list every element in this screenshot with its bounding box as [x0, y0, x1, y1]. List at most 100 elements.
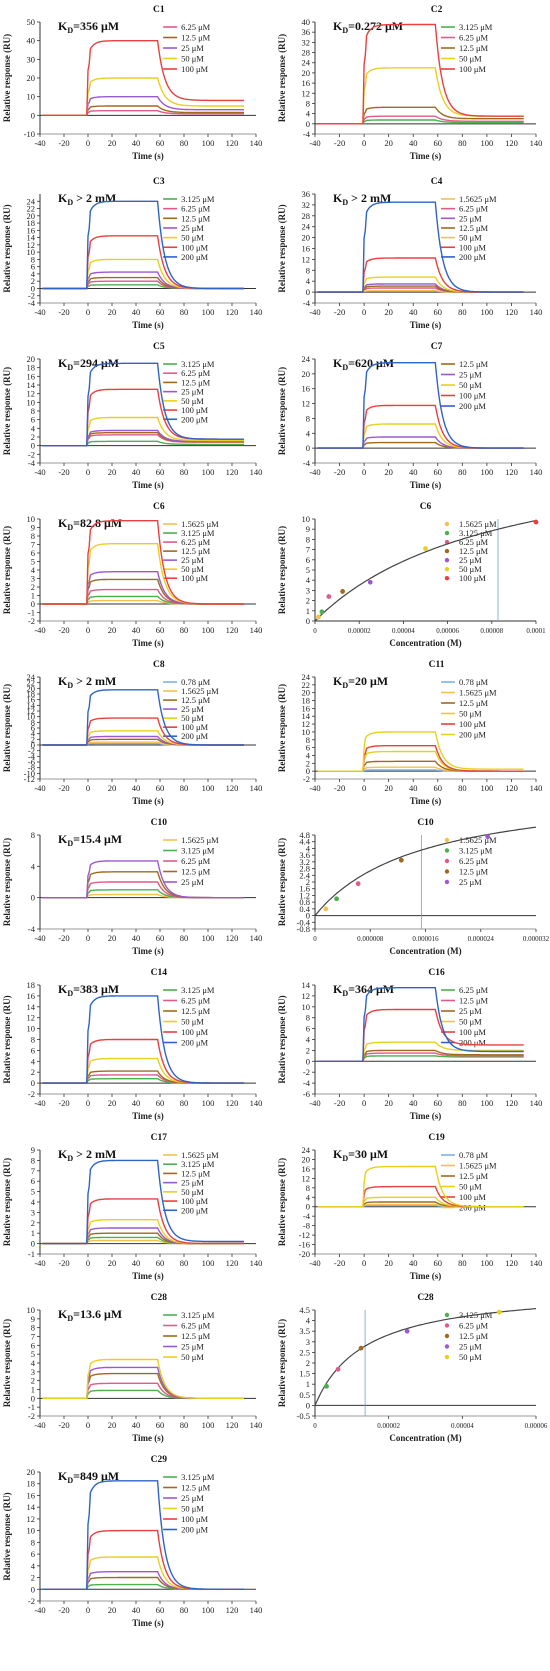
legend-label: 6.25 μM [181, 996, 211, 1006]
y-tick-label: -20 [299, 1249, 310, 1259]
legend-label: 12.5 μM [181, 1168, 211, 1178]
x-tick-label: 100 [202, 138, 215, 148]
legend-label: 25 μM [181, 1178, 204, 1188]
legend-label: 50 μM [459, 709, 482, 719]
legend-label: 50 μM [181, 396, 204, 406]
legend-label: 25 μM [181, 387, 204, 397]
y-tick-label: 6 [306, 1024, 310, 1034]
x-tick-label: 40 [132, 467, 141, 477]
x-tick-label: 20 [108, 1420, 117, 1430]
legend-label: 25 μM [459, 1342, 482, 1352]
x-tick-label: 120 [505, 1098, 518, 1108]
x-tick-label: 0.00006 [525, 1422, 548, 1430]
y-tick-label: -2 [28, 746, 35, 756]
x-tick-label: 100 [481, 307, 494, 317]
x-tick-label: 80 [180, 138, 189, 148]
x-tick-label: -20 [334, 138, 345, 148]
x-tick-label: 0 [362, 1258, 366, 1268]
y-tick-label: 7 [306, 545, 310, 555]
legend-label: 25 μM [181, 555, 204, 565]
y-tick-label: 12 [302, 254, 311, 264]
x-tick-label: 0.00004 [451, 1422, 474, 1430]
x-tick-label: -20 [58, 1605, 69, 1615]
x-tick-label: 80 [458, 138, 467, 148]
y-tick-label: 16 [302, 703, 311, 713]
legend-label: 12.5 μM [459, 359, 489, 369]
y-tick-label: 7 [31, 540, 35, 550]
y-tick-label: 0 [306, 443, 310, 453]
x-tick-label: -20 [58, 1098, 69, 1108]
x-tick-label: 40 [132, 1605, 141, 1615]
x-tick-label: 120 [226, 307, 239, 317]
x-tick-label: 0.00006 [436, 627, 459, 635]
y-tick-label: 4 [31, 861, 36, 871]
x-axis-label: Time (s) [132, 1433, 164, 1443]
y-tick-label: 12 [302, 719, 311, 729]
series-line [317, 257, 524, 293]
y-tick-label: 8 [31, 406, 35, 416]
legend-label: 25 μM [459, 370, 482, 380]
legend-label: 25 μM [181, 43, 204, 53]
x-tick-label: 60 [434, 1098, 443, 1108]
chart-title: C6 [420, 502, 432, 512]
x-tick-label: 120 [505, 138, 518, 148]
series-line [42, 1480, 244, 1591]
x-tick-label: 0.000024 [468, 935, 495, 943]
kd-label: KD > 2 mM [58, 1147, 116, 1163]
x-tick-label: 140 [530, 1258, 543, 1268]
x-tick-label: 80 [180, 1605, 189, 1615]
x-tick-label: 20 [108, 1098, 117, 1108]
y-tick-label: 24 [27, 672, 36, 682]
legend-label: 0.78 μM [459, 677, 489, 687]
x-tick-label: 60 [434, 307, 443, 317]
y-tick-label: 2 [31, 432, 35, 442]
legend-label: 200 μM [181, 1205, 208, 1215]
y-tick-label: 0 [306, 1400, 310, 1410]
legend-label: 200 μM [181, 1525, 208, 1535]
x-tick-label: 20 [384, 138, 393, 148]
y-tick-label: 3.6 [299, 850, 310, 860]
y-tick-label: 0.4 [299, 904, 310, 914]
y-tick-label: 10 [302, 727, 311, 737]
series-line [317, 201, 524, 293]
x-tick-label: -20 [334, 307, 345, 317]
chart-title: C29 [151, 1455, 168, 1465]
y-tick-label: 18 [302, 696, 311, 706]
y-tick-label: 1 [306, 1379, 310, 1389]
y-tick-label: 10 [27, 247, 36, 257]
x-tick-label: 80 [180, 307, 189, 317]
y-tick-label: 4 [306, 575, 311, 585]
y-tick-label: 0 [306, 1202, 310, 1212]
y-tick-label: 4 [31, 729, 36, 739]
legend-label: 50 μM [459, 1352, 482, 1362]
x-tick-label: 40 [132, 625, 141, 635]
y-tick-label: 4 [31, 1056, 36, 1066]
legend-label: 1.5625 μM [459, 519, 497, 529]
y-tick-label: -0.4 [297, 917, 311, 927]
x-tick-label: 40 [409, 138, 418, 148]
x-tick-label: 100 [202, 933, 215, 943]
data-point [326, 594, 332, 599]
legend-marker [444, 576, 450, 581]
legend-label: 6.25 μM [181, 537, 211, 547]
y-axis-label: Relative response (RU) [2, 1492, 12, 1580]
y-tick-label: 18 [27, 1479, 36, 1489]
x-tick-label: 40 [409, 1098, 418, 1108]
legend-marker [444, 521, 450, 527]
legend-marker [444, 1344, 450, 1349]
x-tick-label: 0 [313, 627, 317, 635]
x-tick-label: 120 [226, 1605, 239, 1615]
x-axis-label: Time (s) [410, 796, 442, 806]
y-axis-label: Relative response (RU) [277, 34, 287, 122]
y-tick-label: 20 [27, 354, 36, 364]
x-tick-label: 100 [202, 1258, 215, 1268]
legend-marker [444, 837, 450, 843]
y-tick-label: -4 [303, 458, 311, 468]
y-axis-label: Relative response (RU) [277, 1158, 287, 1246]
x-axis-label: Time (s) [132, 1618, 164, 1628]
y-tick-label: 2 [31, 1067, 35, 1077]
y-tick-label: 0 [31, 283, 35, 293]
y-tick-label: 12 [27, 240, 36, 250]
